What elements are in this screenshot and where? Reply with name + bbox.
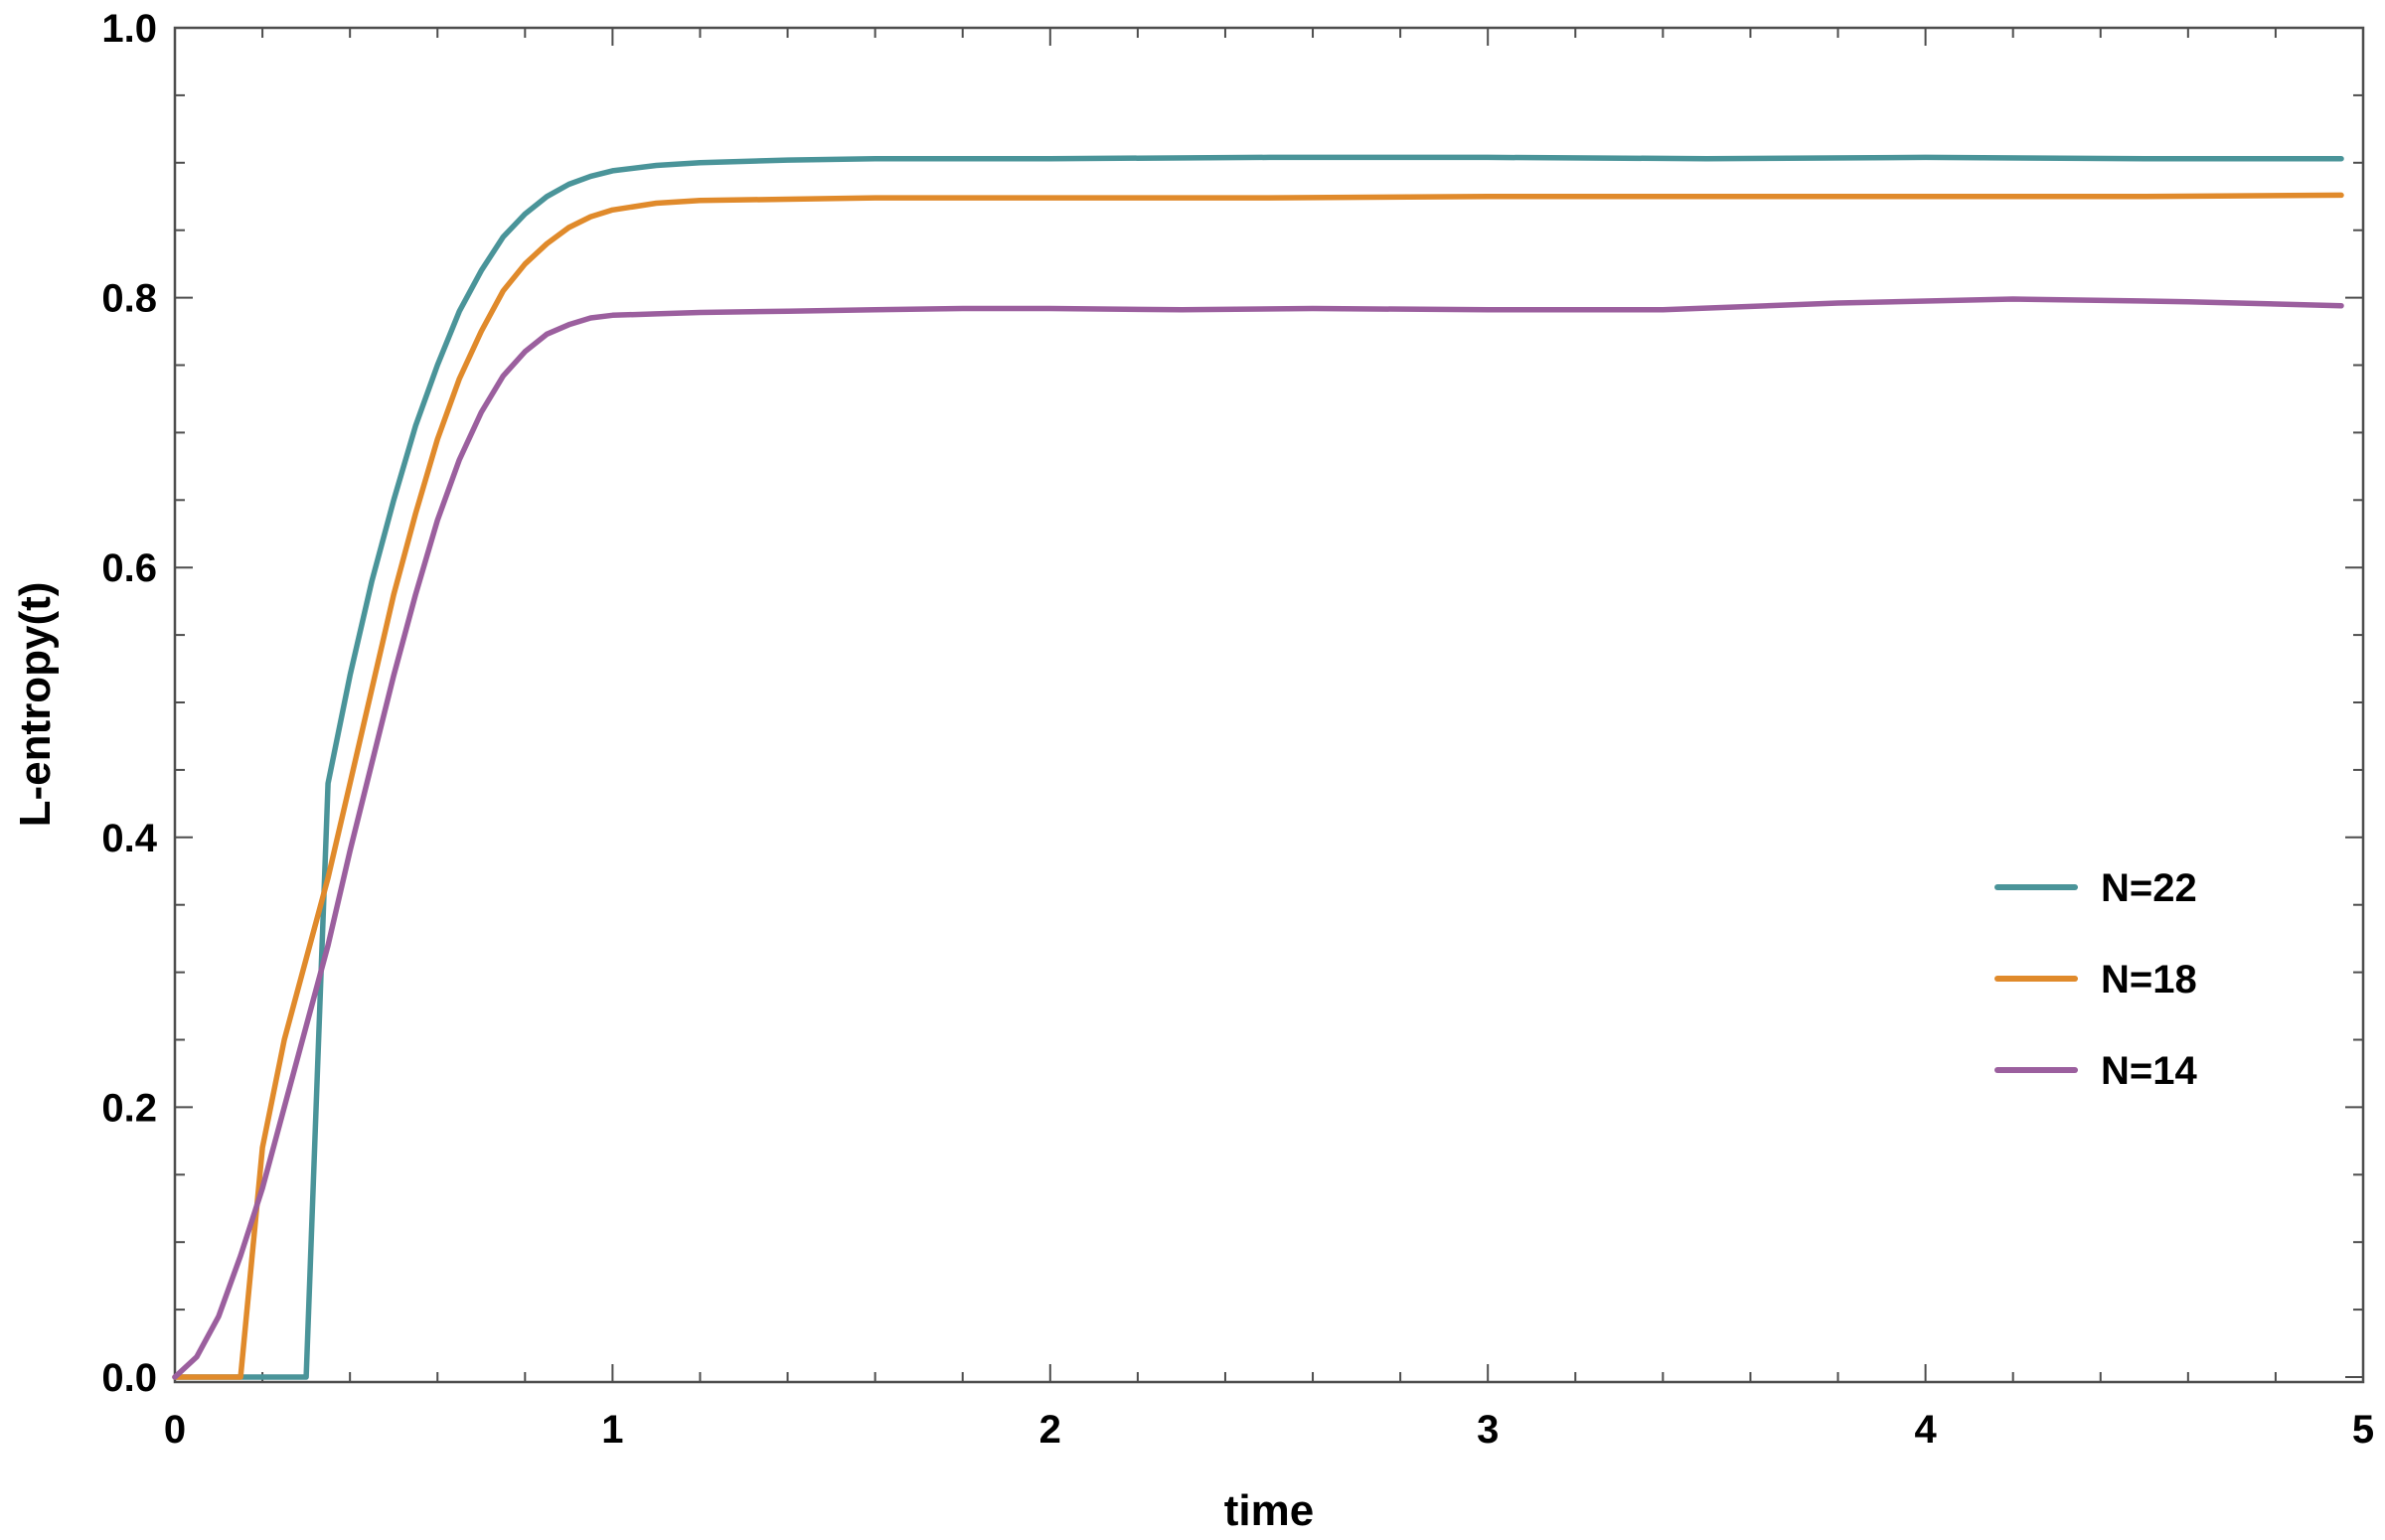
y-tick-label: 0.6: [101, 546, 157, 590]
axis-tick-labels: 0 1 2 3 4 5 0.0 0.2 0.4 0.6 0.8 1.0: [101, 7, 2374, 1452]
x-tick-label: 4: [1914, 1408, 1937, 1452]
y-tick-label: 0.2: [101, 1086, 157, 1130]
legend-label: N=18: [2101, 958, 2197, 1001]
y-axis-title: L-entropy(t): [11, 582, 60, 828]
series-lines: [172, 154, 2344, 1380]
y-tick-label: 0.0: [101, 1356, 157, 1400]
series-line-n18: [172, 192, 2344, 1380]
x-axis-title: time: [1224, 1486, 1314, 1535]
series-line-n22: [172, 154, 2344, 1380]
x-tick-label: 3: [1477, 1408, 1499, 1452]
axis-ticks: [174, 27, 2364, 1382]
legend-label: N=22: [2101, 866, 2197, 910]
plot-frame: [173, 26, 2365, 1384]
y-tick-label: 1.0: [101, 7, 157, 51]
x-tick-label: 2: [1039, 1408, 1061, 1452]
y-tick-label: 0.4: [101, 817, 157, 860]
y-tick-label: 0.8: [101, 277, 157, 321]
x-tick-label: 0: [164, 1408, 186, 1452]
legend: N=22 N=18 N=14: [1994, 866, 2197, 1093]
legend-label: N=14: [2101, 1049, 2197, 1093]
x-tick-label: 1: [601, 1408, 623, 1452]
x-tick-label: 5: [2352, 1408, 2374, 1452]
series-line-n14: [172, 296, 2344, 1380]
